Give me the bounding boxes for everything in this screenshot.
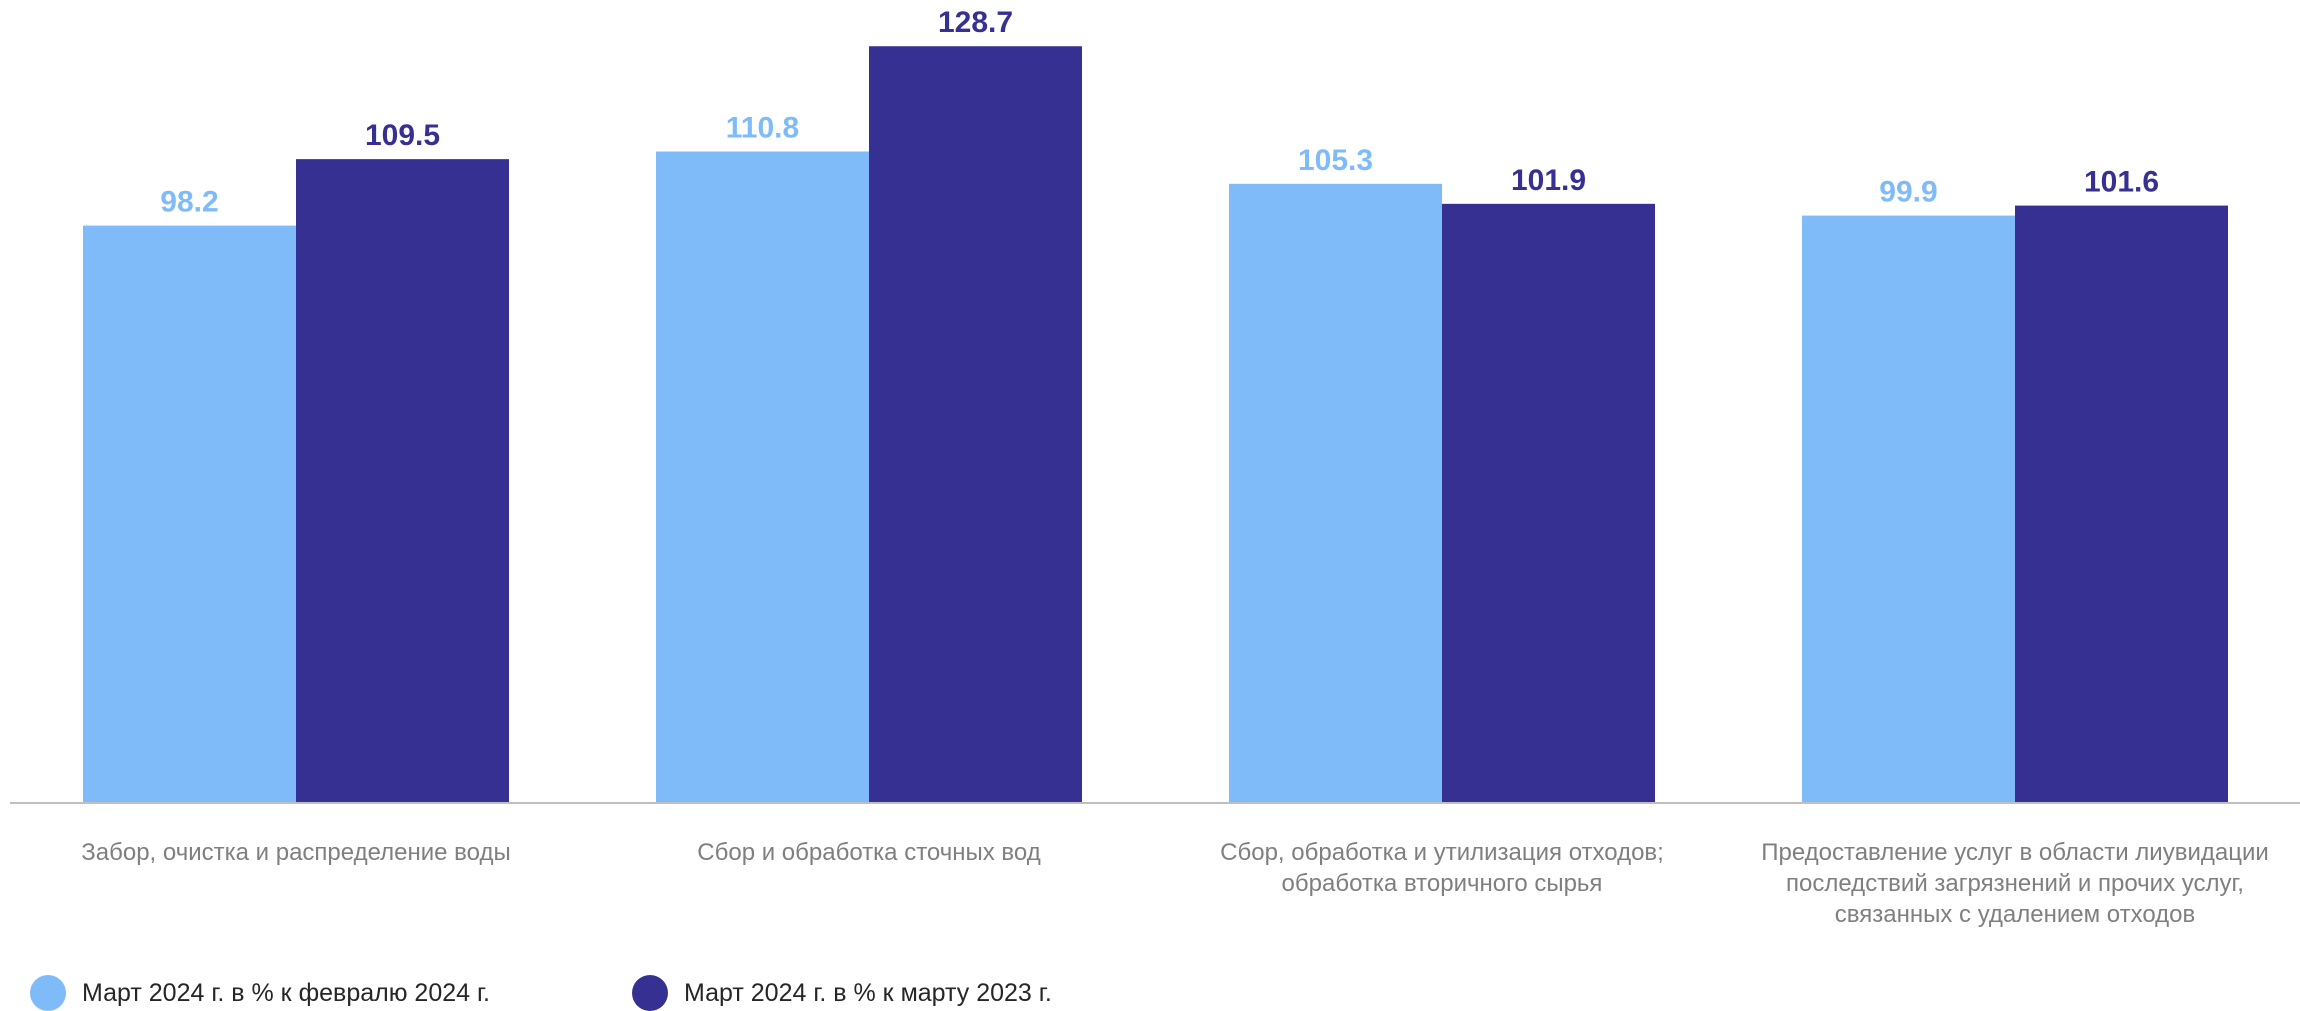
legend-swatch-series-1	[30, 975, 66, 1011]
bar-series-1-cat-1	[83, 225, 296, 804]
category-label-4-line-2: последствий загрязнений и прочих услуг,	[1786, 870, 2244, 897]
legend-item-series-2: Март 2024 г. в % к марту 2023 г.	[632, 975, 1052, 1011]
legend-label-series-2: Март 2024 г. в % к марту 2023 г.	[684, 978, 1052, 1007]
category-label-1: Забор, очистка и распределение воды	[81, 839, 510, 866]
category-label-3-line-2: обработка вторичного сырья	[1282, 870, 1603, 897]
bar-series-1-cat-4	[1802, 215, 2015, 803]
category-label-1-line-1: Забор, очистка и распределение воды	[81, 839, 510, 866]
value-labels-layer: 98.2 109.5 110.8 128.7 105.3 101.9 99.9 101.6	[160, 6, 2159, 218]
value-label-series-1-cat-4: 99.9	[1879, 176, 1937, 209]
category-label-2: Сбор и обработка сточных вод	[697, 839, 1040, 866]
category-label-3-line-1: Сбор, обработка и утилизация отходов;	[1220, 839, 1664, 866]
bar-series-1-cat-2	[656, 151, 869, 804]
category-label-3: Сбор, обработка и утилизация отходов; обр…	[1220, 839, 1664, 897]
bar-series-2-cat-1	[296, 159, 509, 803]
category-label-4: Предоставление услуг в области лиувидаци…	[1761, 839, 2269, 928]
bar-series-2-cat-3	[1442, 203, 1655, 803]
legend: Март 2024 г. в % к февралю 2024 г. Март …	[0, 975, 2300, 1011]
category-label-4-line-1: Предоставление услуг в области лиувидаци…	[1761, 839, 2269, 866]
value-label-series-2-cat-4: 101.6	[2084, 166, 2159, 199]
value-label-series-1-cat-3: 105.3	[1298, 144, 1373, 177]
value-label-series-1-cat-2: 110.8	[726, 111, 799, 144]
value-label-series-2-cat-3: 101.9	[1511, 164, 1586, 197]
bar-series-2-cat-2	[869, 46, 1082, 803]
legend-item-series-1: Март 2024 г. в % к февралю 2024 г.	[30, 975, 490, 1011]
legend-swatch-series-2	[632, 975, 668, 1011]
bars-layer	[83, 46, 2228, 804]
value-label-series-1-cat-1: 98.2	[160, 186, 218, 219]
category-label-2-line-1: Сбор и обработка сточных вод	[697, 839, 1040, 866]
value-label-series-2-cat-1: 109.5	[365, 119, 440, 152]
category-labels-layer: Забор, очистка и распределение воды Сбор …	[81, 839, 2269, 928]
bar-series-2-cat-4	[2015, 205, 2228, 804]
value-label-series-2-cat-2: 128.7	[938, 6, 1013, 39]
bar-series-1-cat-3	[1229, 183, 1442, 803]
legend-label-series-1: Март 2024 г. в % к февралю 2024 г.	[82, 978, 490, 1007]
category-label-4-line-3: связанных с удалением отходов	[1835, 901, 2195, 928]
